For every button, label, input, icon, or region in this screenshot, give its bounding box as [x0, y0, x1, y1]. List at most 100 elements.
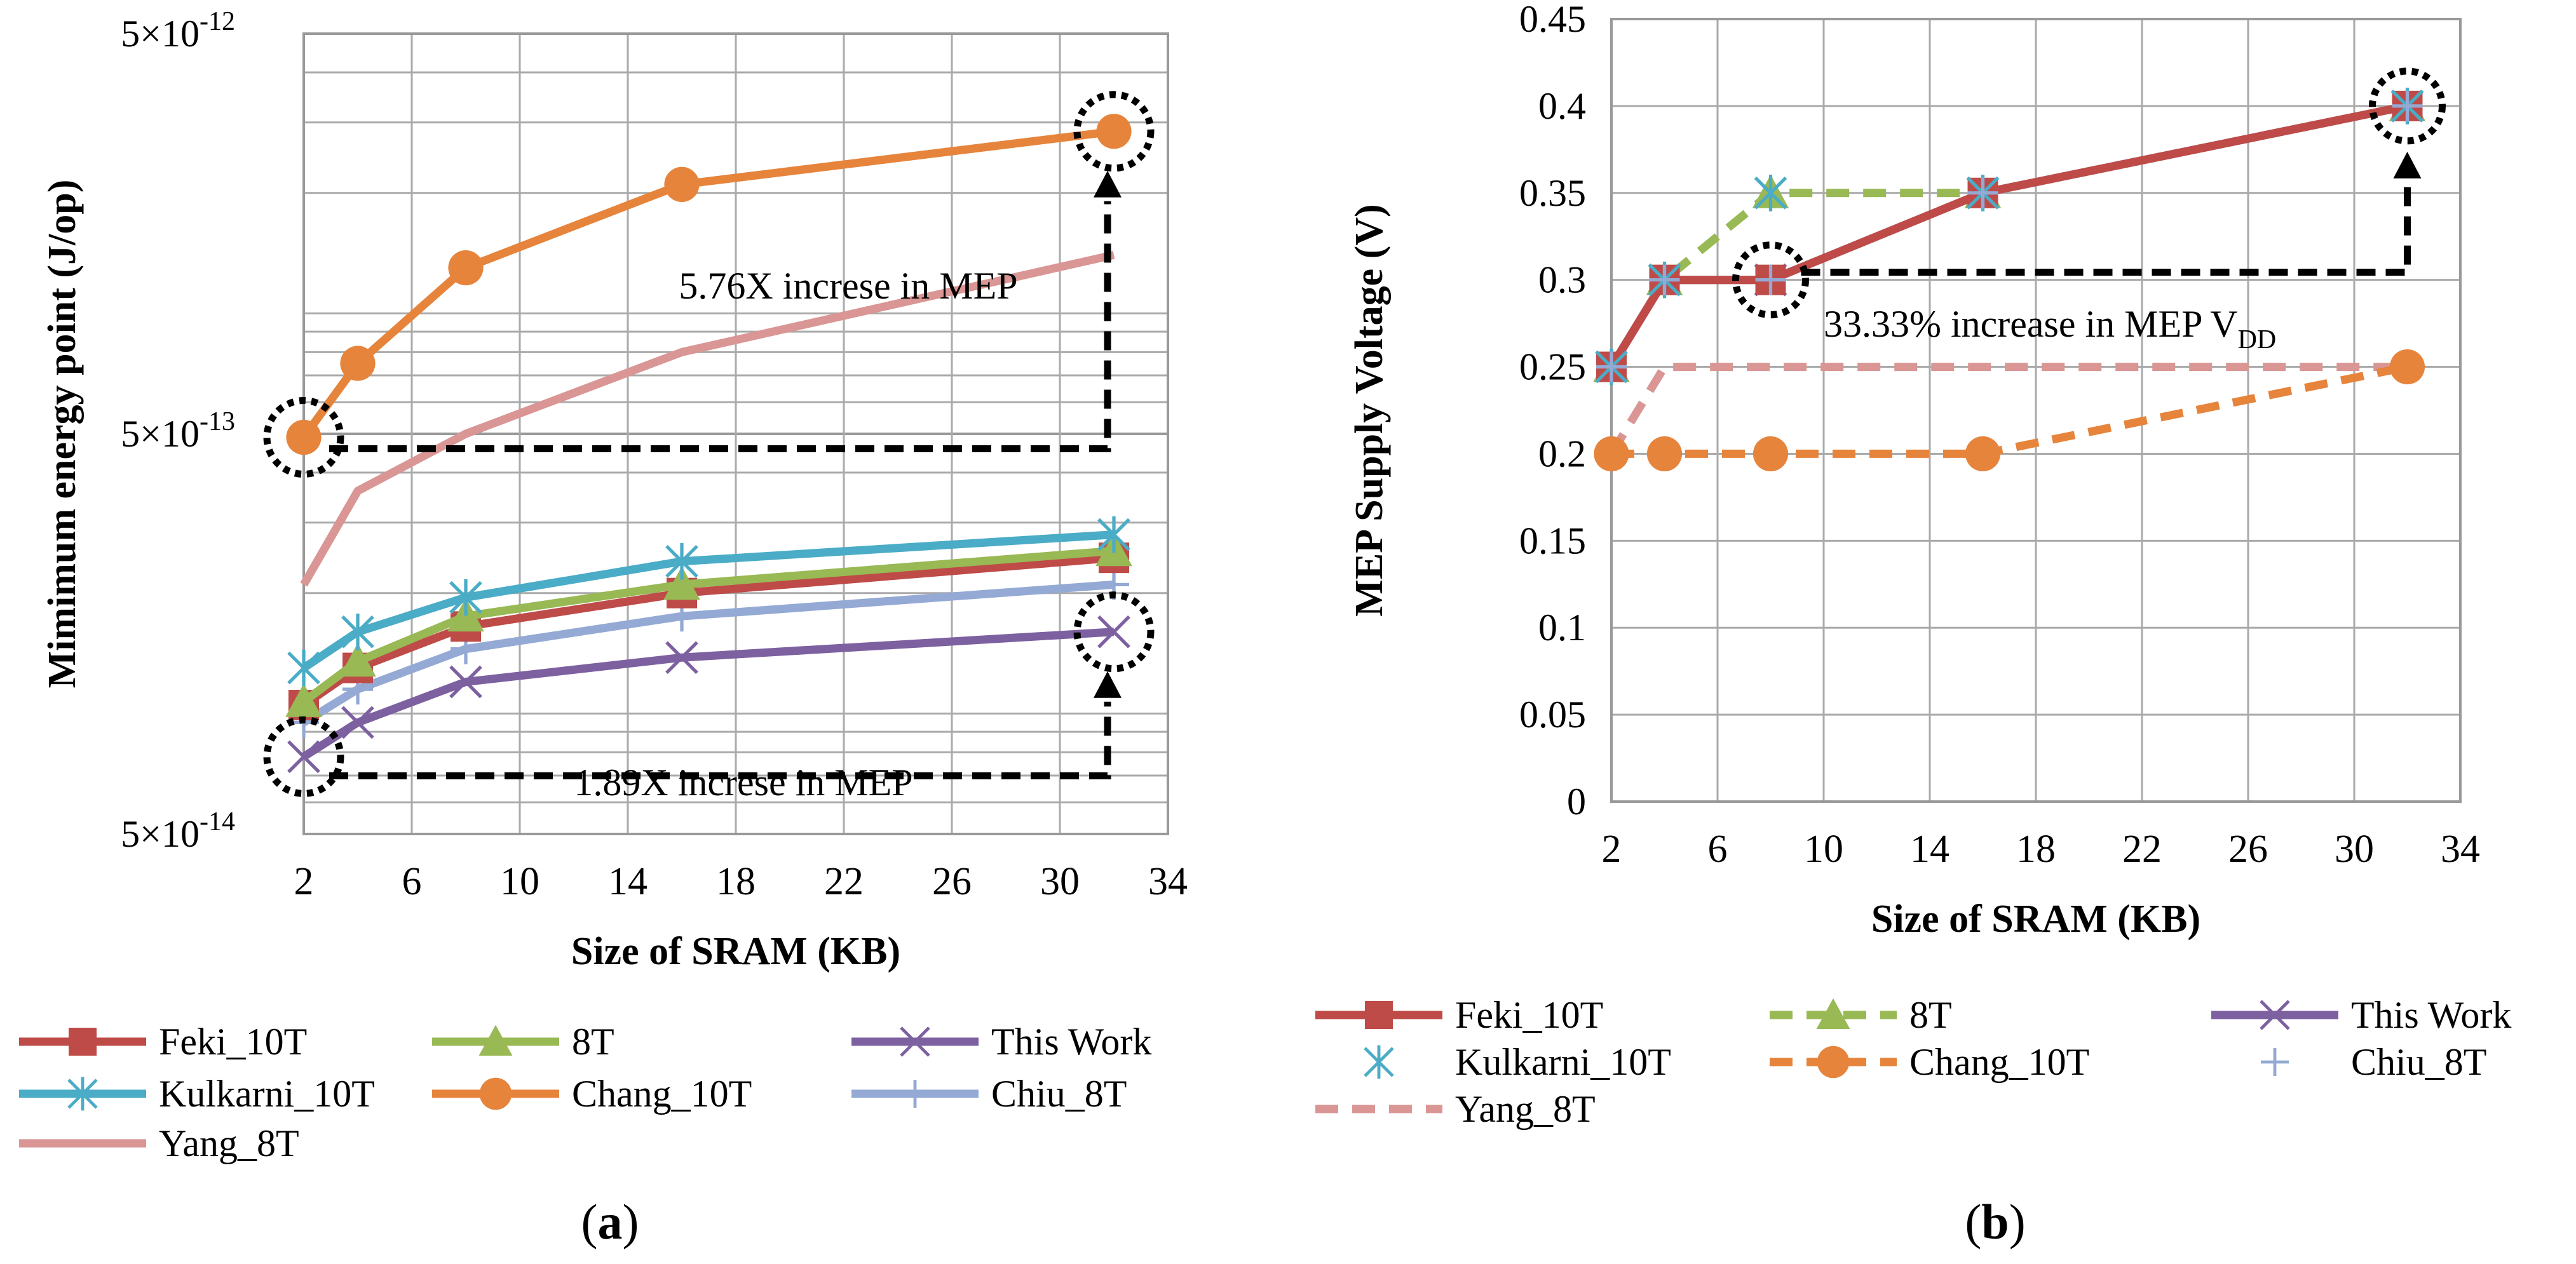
- series-chang-10t: [286, 114, 1132, 455]
- annotation-top: 5.76X increse in MEP: [679, 265, 1017, 307]
- marker-triangle: [478, 1025, 513, 1056]
- marker-square: [69, 1028, 97, 1056]
- legend-label: This Work: [2351, 994, 2511, 1036]
- series-yang-8t: [1608, 363, 2408, 456]
- marker-asterisk: [449, 579, 482, 616]
- legend-item: Kulkarni_10T: [19, 1073, 375, 1115]
- y-axis-title: Mimimum energy point (J/op): [41, 180, 84, 689]
- marker-asterisk: [287, 649, 320, 687]
- y-tick-label: 0.2: [1538, 433, 1586, 474]
- marker-circle: [2389, 349, 2425, 385]
- x-tick-label: 34: [1148, 860, 1188, 903]
- legend-label: This Work: [991, 1021, 1151, 1063]
- marker-circle: [1752, 436, 1789, 472]
- annotation-text: 33.33% increase in MEP V: [1824, 303, 2238, 345]
- marker-circle: [479, 1077, 512, 1110]
- series-yang-8t: [300, 250, 1115, 587]
- y-tick-label: 5×10-12: [121, 7, 235, 55]
- marker-x: [341, 706, 374, 739]
- marker-x: [900, 1026, 930, 1057]
- legend-label: Chang_10T: [1909, 1041, 2089, 1083]
- legend-item: Chang_10T: [1770, 1041, 2089, 1083]
- marker-plus: [1755, 264, 1786, 295]
- x-axis-title: Size of SRAM (KB): [571, 930, 900, 973]
- marker-plus: [901, 1080, 929, 1108]
- marker-x: [2260, 1000, 2290, 1030]
- marker-x: [449, 665, 482, 699]
- marker-circle: [340, 346, 376, 381]
- caption-close: ): [623, 1194, 639, 1249]
- highlight-circle: [1732, 241, 1809, 319]
- marker-plus: [1596, 351, 1627, 382]
- y-tick-base: 5×10: [121, 413, 200, 455]
- legend-label: 8T: [1909, 994, 1952, 1036]
- legend-label: 8T: [572, 1021, 614, 1063]
- legend-item: Feki_10T: [19, 1021, 307, 1063]
- annotation: 33.33% increase in MEP VDD: [1824, 303, 2276, 354]
- annotations: [1732, 67, 2446, 319]
- annotation-bottom: 1.89X increse in MEP: [574, 762, 912, 803]
- x-tick-label: 34: [2441, 828, 2480, 871]
- legend-label: Yang_8T: [1455, 1088, 1596, 1130]
- y-tick-exp: -14: [200, 807, 235, 837]
- caption-open: (: [1965, 1194, 1981, 1249]
- x-axis-title: Size of SRAM (KB): [1871, 898, 2200, 941]
- marker-square: [1365, 1001, 1393, 1029]
- marker-plus: [2392, 90, 2423, 121]
- marker-x: [665, 641, 698, 675]
- legend-item: 8T: [432, 1021, 614, 1063]
- caption-letter: a: [598, 1194, 623, 1249]
- marker-circle: [286, 419, 322, 455]
- legend-item: Chiu_8T: [2261, 1041, 2486, 1083]
- marker-triangle: [663, 566, 700, 600]
- x-tick-label: 18: [2016, 828, 2056, 871]
- y-tick-label: 5×10-14: [121, 807, 235, 855]
- x-tick-label: 6: [402, 860, 422, 903]
- marker-plus: [2261, 1048, 2289, 1076]
- x-tick-label: 10: [500, 860, 539, 903]
- panel-caption: (a): [581, 1194, 639, 1249]
- series-line: [301, 530, 1115, 672]
- gridlines: [1610, 18, 2462, 803]
- annotations: [263, 91, 1155, 797]
- panel-caption: (b): [1965, 1194, 2025, 1249]
- legend-item: Kulkarni_10T: [1364, 1041, 1671, 1083]
- x-tick-label: 14: [1910, 828, 1949, 871]
- x-tick-label: 2: [1602, 828, 1622, 871]
- marker-asterisk: [341, 613, 374, 650]
- legend-item: 8T: [1770, 994, 1952, 1036]
- marker-asterisk: [1097, 516, 1130, 553]
- x-tick-label: 30: [2335, 828, 2374, 871]
- legend: Feki_10T 8T This Work Kulkarni_10T Chang_10T…: [1315, 994, 2511, 1130]
- marker-asterisk: [1754, 174, 1787, 212]
- marker-circle: [1817, 1045, 1850, 1079]
- y-tick-label: 5×10-13: [121, 407, 235, 455]
- y-tick-label: 0: [1567, 781, 1586, 823]
- highlight-circle: [263, 716, 344, 797]
- series-line: [301, 628, 1115, 760]
- highlight-circle: [263, 397, 344, 478]
- x-tick-label: 22: [824, 860, 864, 903]
- caption-open: (: [581, 1194, 598, 1249]
- x-tick-label: 6: [1708, 828, 1728, 871]
- legend-label: Chang_10T: [572, 1073, 752, 1115]
- series-line: [1611, 363, 2408, 458]
- legend-label: Yang_8T: [159, 1122, 299, 1164]
- marker-triangle: [339, 643, 376, 677]
- legend-label: Kulkarni_10T: [1455, 1041, 1671, 1083]
- y-tick-label: 0.4: [1538, 85, 1586, 127]
- marker-x: [287, 740, 320, 774]
- legend-item: Yang_8T: [1315, 1088, 1596, 1130]
- y-tick-label: 0.25: [1519, 346, 1586, 388]
- marker-circle: [1965, 436, 2001, 472]
- legend-label: Chiu_8T: [2351, 1041, 2486, 1083]
- arrow-line-bottom: [329, 701, 1111, 779]
- y-tick-label: 0.15: [1519, 520, 1586, 561]
- x-tick-label: 26: [2228, 828, 2268, 871]
- marker-asterisk: [67, 1077, 98, 1111]
- y-tick-base: 5×10: [121, 813, 200, 855]
- y-tick-label: 0.3: [1538, 259, 1586, 301]
- x-tick-label: 10: [1804, 828, 1843, 871]
- x-tick-label: 22: [2122, 828, 2162, 871]
